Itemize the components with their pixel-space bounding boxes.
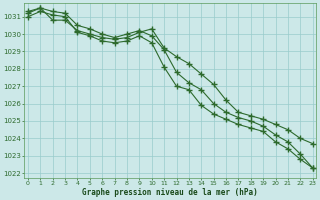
X-axis label: Graphe pression niveau de la mer (hPa): Graphe pression niveau de la mer (hPa) <box>83 188 258 197</box>
